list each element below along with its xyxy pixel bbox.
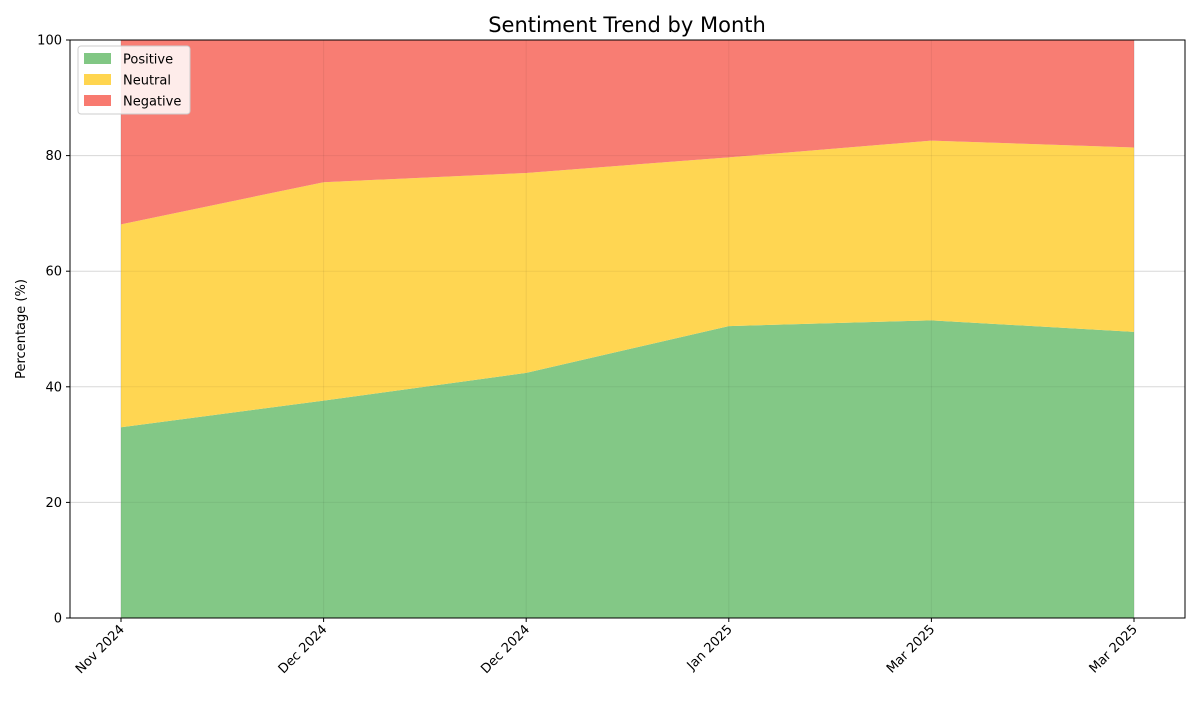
x-tick-label: Dec 2024 xyxy=(478,622,533,677)
x-axis: Nov 2024 Dec 2024 Dec 2024 Jan 2025 Mar 2025… xyxy=(73,618,1141,677)
legend-label: Negative xyxy=(123,95,181,110)
legend-label: Positive xyxy=(123,53,173,68)
area-series xyxy=(70,39,1185,619)
y-axis-label: Percentage (%) xyxy=(14,279,29,379)
y-tick-label: 40 xyxy=(45,380,62,395)
legend-swatch xyxy=(84,74,111,85)
x-tick-label: Jan 2025 xyxy=(684,622,736,674)
chart-title: Sentiment Trend by Month xyxy=(488,13,766,37)
area-neutral xyxy=(121,140,1134,428)
x-tick-label: Nov 2024 xyxy=(73,622,128,677)
area-positive xyxy=(121,320,1134,618)
legend-swatch xyxy=(84,95,111,106)
x-tick-label: Dec 2024 xyxy=(276,622,331,677)
y-tick-label: 100 xyxy=(37,34,62,49)
x-tick-label: Mar 2025 xyxy=(1087,622,1141,676)
legend-swatch xyxy=(84,53,111,64)
plot-frame xyxy=(69,39,1186,619)
y-tick-label: 0 xyxy=(54,612,62,627)
y-tick-label: 80 xyxy=(45,149,62,164)
y-axis: 0 20 40 60 80 100 xyxy=(37,34,70,627)
legend-label: Neutral xyxy=(123,74,171,89)
legend: Positive Neutral Negative xyxy=(77,45,191,115)
x-tick-label: Mar 2025 xyxy=(884,622,938,676)
y-tick-label: 20 xyxy=(45,496,62,511)
area-negative xyxy=(121,40,1134,225)
y-tick-label: 60 xyxy=(45,265,62,280)
